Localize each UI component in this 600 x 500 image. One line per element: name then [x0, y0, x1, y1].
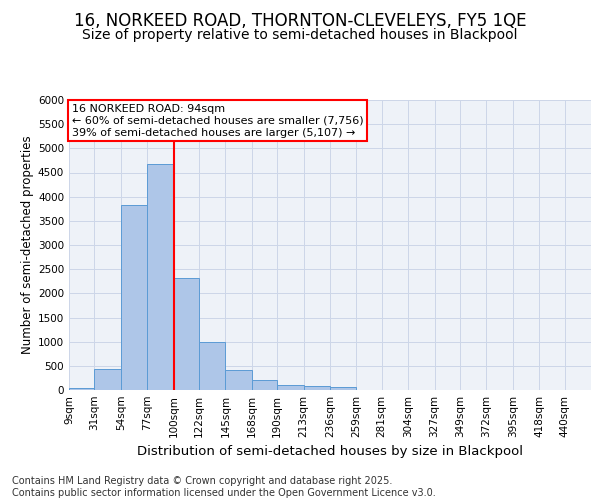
Text: Contains HM Land Registry data © Crown copyright and database right 2025.
Contai: Contains HM Land Registry data © Crown c… — [12, 476, 436, 498]
Bar — [121, 206, 147, 390]
X-axis label: Distribution of semi-detached houses by size in Blackpool: Distribution of semi-detached houses by … — [137, 446, 523, 458]
Y-axis label: Number of semi-detached properties: Number of semi-detached properties — [21, 136, 34, 354]
Text: 16 NORKEED ROAD: 94sqm
← 60% of semi-detached houses are smaller (7,756)
39% of : 16 NORKEED ROAD: 94sqm ← 60% of semi-det… — [71, 104, 363, 138]
Bar — [199, 342, 226, 390]
Bar — [173, 278, 199, 390]
Bar — [147, 164, 173, 390]
Bar — [330, 388, 356, 390]
Bar — [252, 380, 277, 390]
Bar — [69, 388, 94, 390]
Bar — [94, 369, 121, 390]
Text: Size of property relative to semi-detached houses in Blackpool: Size of property relative to semi-detach… — [82, 28, 518, 42]
Text: 16, NORKEED ROAD, THORNTON-CLEVELEYS, FY5 1QE: 16, NORKEED ROAD, THORNTON-CLEVELEYS, FY… — [74, 12, 526, 30]
Bar — [304, 386, 330, 390]
Bar — [277, 386, 304, 390]
Bar — [226, 370, 252, 390]
